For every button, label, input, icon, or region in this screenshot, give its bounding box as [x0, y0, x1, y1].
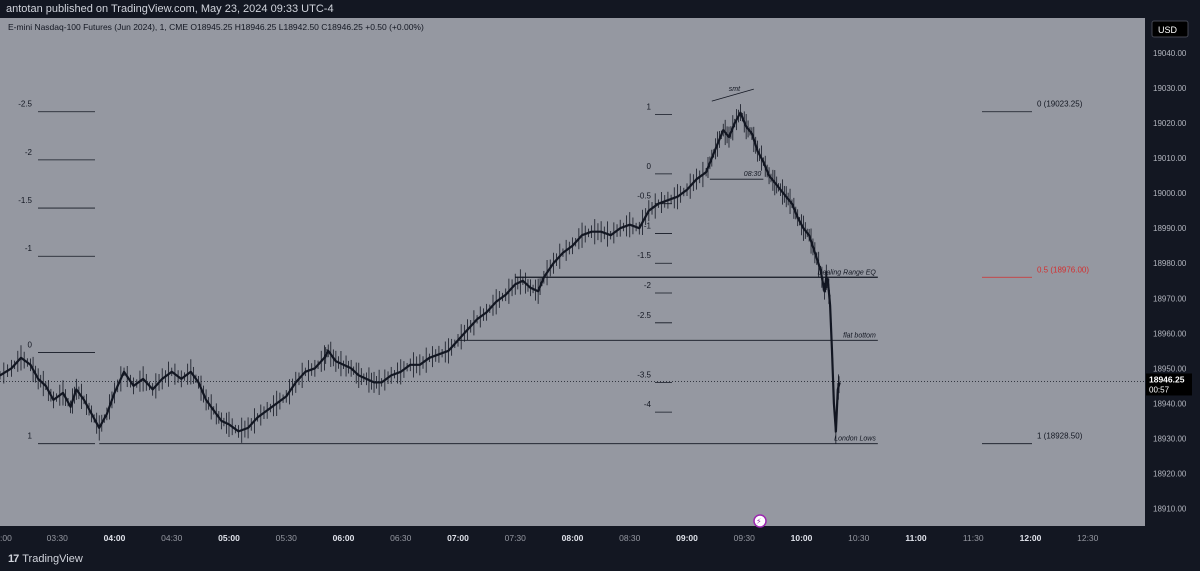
y-tick-label: 18960.00: [1153, 329, 1187, 338]
mid-fib-label: -1: [644, 221, 652, 230]
price-axis: [1145, 18, 1200, 549]
y-tick-label: 18920.00: [1153, 469, 1187, 478]
y-tick-label: 18950.00: [1153, 364, 1187, 373]
fib-levels: -2.5 -2 -1.5 -1 0 1 1 0 -0.5 -1 -1.5 -2 -2.5 -3.5 -4 0 …: [18, 100, 1089, 445]
currency-label: USD: [1158, 25, 1178, 35]
y-tick-label: 19020.00: [1153, 119, 1187, 128]
x-tick-label: 07:00: [447, 533, 469, 543]
x-tick-label: 12:30: [1077, 533, 1099, 543]
symbol-legend: E-mini Nasdaq-100 Futures (Jun 2024), 1,…: [8, 22, 424, 32]
chart-annotations: Dealing Range EQ flat bottom London Lows 08…: [99, 86, 878, 445]
left-fib-label: -2: [25, 148, 33, 157]
smt-label: smt: [729, 86, 741, 93]
x-tick-label: 05:30: [276, 533, 298, 543]
y-tick-label: 18940.00: [1153, 399, 1187, 408]
x-tick-label: 06:30: [390, 533, 412, 543]
y-tick-label: 19010.00: [1153, 154, 1187, 163]
left-fib-label: -1: [25, 244, 33, 253]
x-tick-label: 04:30: [161, 533, 183, 543]
x-tick-label: 11:00: [905, 533, 927, 543]
x-tick-label: 05:00: [218, 533, 240, 543]
current-price-label: 18946.25: [1149, 374, 1185, 384]
tradingview-brand[interactable]: 17 TradingView: [8, 553, 83, 565]
chart-background: [0, 18, 1145, 549]
right-fib-label: 0 (19023.25): [1037, 100, 1083, 109]
x-tick-label: 10:30: [848, 533, 870, 543]
x-tick-label: 11:30: [963, 533, 984, 543]
x-tick-label: 08:00: [562, 533, 584, 543]
replay-icon[interactable]: ⚡: [753, 514, 767, 528]
brand-name: TradingView: [22, 553, 83, 565]
chart-frame[interactable]: 18910.00 18920.00 18930.00 18940.00 18950.00…: [0, 18, 1200, 549]
mid-fib-label: -2.5: [637, 311, 651, 320]
mid-fib-label: -0.5: [637, 192, 651, 201]
smt-line: [711, 88, 754, 102]
tradingview-logo-icon: 17: [8, 553, 19, 565]
y-axis-ticks: 18910.00 18920.00 18930.00 18940.00 18950.00…: [1153, 49, 1187, 513]
x-tick-label: 08:30: [619, 533, 641, 543]
countdown-label: 00:57: [1149, 385, 1170, 394]
currency-button[interactable]: USD: [1151, 20, 1189, 38]
annotation-label: Dealing Range EQ: [817, 269, 876, 276]
left-fib-label: -1.5: [18, 196, 32, 205]
y-tick-label: 19040.00: [1153, 49, 1187, 58]
x-tick-label: 09:30: [734, 533, 756, 543]
y-tick-label: 19000.00: [1153, 189, 1187, 198]
mid-fib-label: -2: [644, 281, 652, 290]
svg-text:⚡: ⚡: [756, 517, 762, 526]
y-tick-label: 18930.00: [1153, 434, 1187, 443]
price-chart[interactable]: 18910.00 18920.00 18930.00 18940.00 18950.00…: [0, 18, 1200, 549]
annotation-label: flat bottom: [843, 332, 876, 339]
x-tick-label: 12:00: [1020, 533, 1042, 543]
x-tick-label: 07:30: [505, 533, 527, 543]
annotation-label: 08:30: [744, 171, 762, 178]
right-fib-label: 0.5 (18976.00): [1037, 265, 1089, 274]
right-fib-label: 1 (18928.50): [1037, 432, 1083, 441]
y-tick-label: 18910.00: [1153, 504, 1187, 513]
x-tick-label: 09:00: [676, 533, 698, 543]
x-tick-label: 03:30: [47, 533, 69, 543]
y-tick-label: 18980.00: [1153, 259, 1187, 268]
y-tick-label: 19030.00: [1153, 84, 1187, 93]
left-fib-label: -2.5: [18, 100, 32, 109]
y-tick-label: 18970.00: [1153, 294, 1187, 303]
price-series: [0, 104, 841, 445]
x-tick-label: 06:00: [333, 533, 355, 543]
left-fib-label: 0: [28, 341, 33, 350]
published-text: antotan published on TradingView.com, Ma…: [6, 3, 334, 15]
y-tick-label: 18990.00: [1153, 224, 1187, 233]
time-axis: [0, 526, 1145, 549]
mid-fib-label: 0: [647, 162, 652, 171]
x-tick-label: 04:00: [104, 533, 126, 543]
current-price-tag: [1146, 373, 1192, 396]
left-fib-label: 1: [28, 432, 33, 441]
x-axis-ticks: :00 03:30 04:00 04:30 05:00 05:30 06:00 06:30 07…: [0, 533, 1099, 543]
footer-bar: 17 TradingView: [0, 549, 1200, 571]
published-bar: antotan published on TradingView.com, Ma…: [0, 0, 1200, 18]
price-line: [0, 111, 841, 433]
mid-fib-label: -4: [644, 400, 652, 409]
x-tick-label: :00: [0, 533, 12, 543]
annotation-label: London Lows: [834, 436, 876, 443]
mid-fib-label: -3.5: [637, 370, 651, 379]
mid-fib-label: 1: [647, 102, 652, 111]
x-tick-label: 10:00: [791, 533, 813, 543]
mid-fib-label: -1.5: [637, 251, 651, 260]
